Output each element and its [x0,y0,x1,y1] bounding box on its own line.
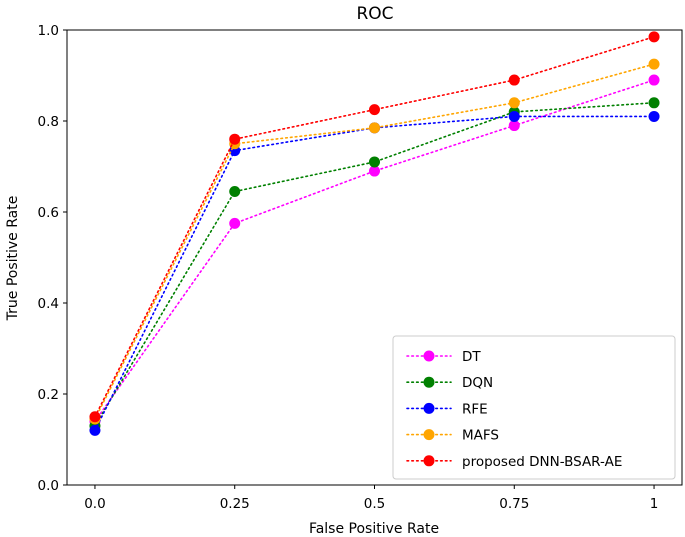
legend-marker [423,350,435,362]
data-point [369,122,380,134]
legend-entry: RFE [406,401,488,417]
legend-marker [423,455,435,467]
legend-label: DT [462,349,481,365]
legend-label: DQN [462,375,493,391]
y-tick-label: 1.0 [38,23,59,39]
data-point [369,165,380,177]
x-tick-label: 0.25 [220,496,250,512]
data-point [508,74,520,86]
legend-entry: MAFS [406,428,499,444]
y-tick-label: 0.2 [38,387,59,403]
legend: DT DQN RFE MAFS proposed DNN-BSAR-AE [392,335,676,480]
data-point [229,186,241,198]
series-line [94,63,655,420]
data-point [369,104,380,116]
x-tick-label: 1 [650,496,659,512]
series-line [94,115,655,432]
y-axis: 0.0 0.2 0.4 0.6 0.8 1.0 [38,23,67,494]
legend-box [392,335,676,480]
x-tick-label: 0.5 [364,496,385,512]
legend-label: proposed DNN-BSAR-AE [462,454,622,470]
y-tick-label: 0.4 [38,296,59,312]
data-point [89,424,101,436]
series-line [94,102,655,427]
chart-title: ROC [356,4,393,24]
y-axis-label: True Positive Rate [5,196,21,322]
data-point [508,97,520,109]
data-point [508,120,520,132]
data-point [648,74,660,86]
y-tick-label: 0.0 [38,478,59,494]
x-tick-label: 0.75 [499,496,529,512]
series-4 [89,31,660,423]
legend-label: MAFS [462,428,499,444]
legend-marker [423,402,435,414]
series-layer [89,31,660,436]
y-tick-label: 0.6 [38,205,59,221]
data-point [648,31,660,43]
data-point [648,58,660,70]
data-point [89,411,101,423]
x-tick-label: 0.0 [84,496,105,512]
x-axis: 0.0 0.25 0.5 0.75 1 [84,485,658,512]
data-point [648,110,660,122]
data-point [229,133,241,145]
x-axis-label: False Positive Rate [309,521,439,537]
data-point [648,97,660,109]
y-tick-label: 0.8 [38,114,59,130]
legend-entry: DT [406,349,481,365]
legend-entry: proposed DNN-BSAR-AE [406,454,622,470]
legend-label: RFE [462,401,488,417]
data-point [369,156,380,168]
data-point [508,110,520,122]
series-line [94,79,655,423]
legend-entry: DQN [406,375,493,391]
series-line [94,36,655,418]
data-point [229,217,241,229]
legend-marker [423,376,435,388]
legend-marker [423,429,435,441]
